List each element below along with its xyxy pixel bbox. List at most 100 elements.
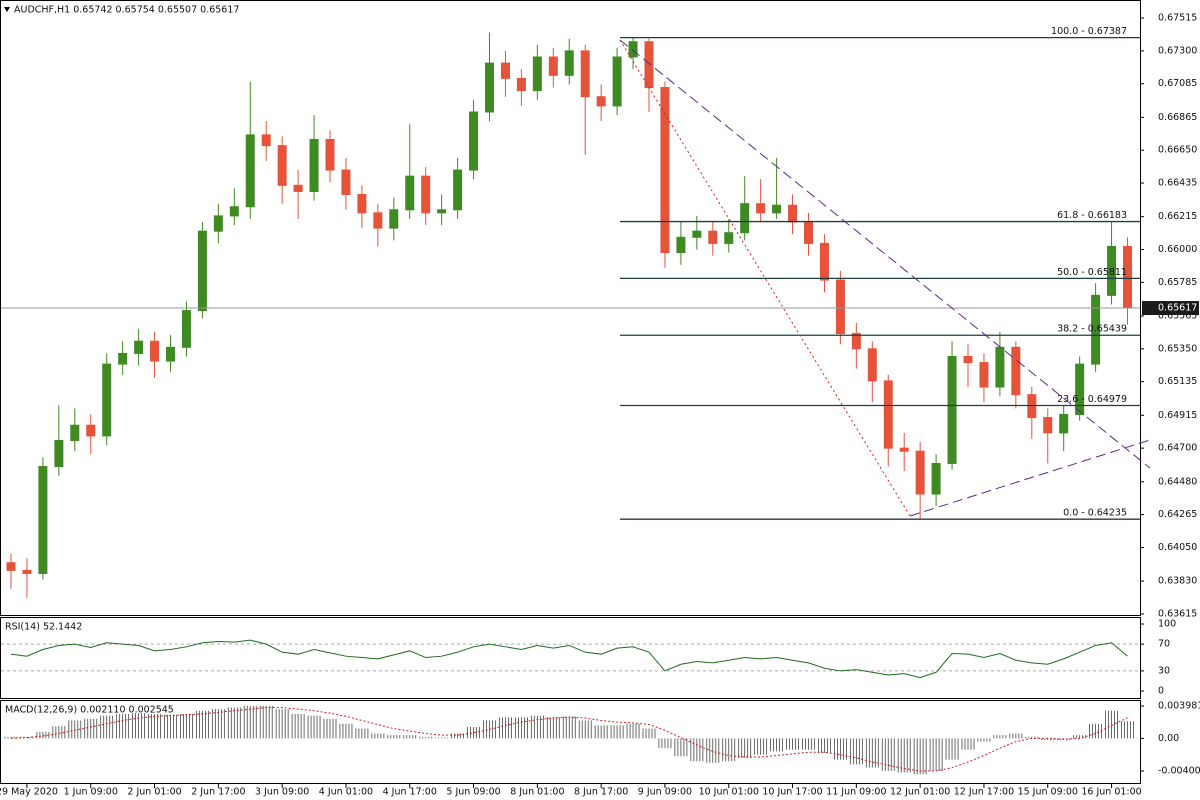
candle-body	[309, 139, 319, 192]
y-tick-label: 0.65350	[1158, 343, 1197, 354]
candle-body	[373, 212, 383, 229]
y-tick-label: 0.66865	[1158, 112, 1197, 123]
y-tick-label: 0.66650	[1158, 145, 1197, 156]
candle-body	[166, 346, 175, 362]
fib-label: 0.0 - 0.64235	[1063, 508, 1127, 519]
candle-body	[70, 424, 80, 442]
candle-body	[134, 340, 144, 354]
candle-body	[819, 242, 829, 281]
x-tick-label: 12 Jun 01:00	[890, 787, 950, 798]
candle-body	[548, 56, 558, 76]
candle-body	[229, 206, 239, 217]
candle-body	[835, 279, 845, 335]
x-tick-label: 4 Jun 01:00	[319, 787, 373, 798]
candle-body	[756, 203, 766, 214]
candle-body	[915, 450, 925, 495]
candle-body	[788, 204, 798, 223]
x-tick-label: 4 Jun 17:00	[383, 787, 437, 798]
candle-body	[102, 363, 112, 437]
x-tick-label: 10 Jun 01:00	[699, 787, 759, 798]
candle-body	[676, 236, 686, 254]
candle-body	[899, 447, 909, 452]
trendline	[909, 439, 1151, 517]
fib-label: 23.6 - 0.64979	[1057, 394, 1127, 405]
x-tick-label: 8 Jun 17:00	[574, 787, 628, 798]
y-tick-label: 0.00	[1158, 733, 1179, 744]
candle-body	[947, 355, 957, 464]
x-tick-label: 29 May 2020	[0, 787, 58, 798]
y-tick-label: 100	[1158, 619, 1176, 630]
candle-body	[979, 362, 989, 388]
candle-body	[612, 56, 622, 107]
y-tick-label: 0.67515	[1158, 13, 1197, 24]
candle-body	[660, 87, 670, 254]
y-tick-label: 0.003981	[1158, 700, 1200, 711]
candle-body	[197, 230, 207, 312]
candle-body	[325, 139, 335, 171]
candle-body	[708, 230, 718, 244]
menu-arrow	[4, 7, 10, 12]
x-tick-label: 11 Jun 09:00	[826, 787, 886, 798]
x-tick-label: 8 Jun 01:00	[510, 787, 564, 798]
candle-body	[341, 169, 351, 196]
candle-body	[213, 215, 223, 232]
candle-body	[1043, 417, 1053, 434]
candle-body	[118, 352, 128, 365]
x-tick-label: 2 Jun 17:00	[191, 787, 245, 798]
candle-body	[564, 50, 574, 76]
candle-body	[724, 232, 734, 244]
candle-body	[22, 569, 32, 574]
x-tick-label: 2 Jun 01:00	[127, 787, 181, 798]
fib-label: 61.8 - 0.66183	[1057, 210, 1127, 221]
y-tick-label: 0	[1158, 686, 1164, 697]
marks: 0.67515 0.67300 0.67085 0.66865 0.66650 0.664…	[0, 13, 1200, 798]
y-tick-label: 0.63830	[1158, 576, 1197, 587]
candle-body	[1091, 294, 1101, 365]
last-price-label: 0.65617	[1158, 303, 1197, 314]
candle-body	[883, 380, 893, 449]
x-tick-label: 9 Jun 09:00	[638, 787, 692, 798]
y-tick-label: 0.64700	[1158, 443, 1197, 454]
candle-body	[389, 209, 399, 229]
candle-body	[995, 346, 1005, 388]
candle-body	[500, 62, 510, 79]
trendline	[619, 39, 1151, 469]
y-tick-label: 0.67085	[1158, 78, 1197, 89]
y-tick-label: 0.66215	[1158, 211, 1197, 222]
candle-body	[1075, 363, 1085, 416]
y-tick-label: 0.64265	[1158, 509, 1197, 520]
y-tick-label: 0.65565	[1158, 310, 1197, 321]
candle-body	[181, 310, 191, 348]
y-tick-label: 0.66000	[1158, 244, 1197, 255]
y-tick-label: 30	[1158, 665, 1170, 676]
candle-body	[867, 348, 877, 382]
candle-body	[277, 145, 287, 186]
candle-body	[1011, 346, 1021, 396]
x-tick-label: 5 Jun 09:00	[446, 787, 500, 798]
candle-body	[469, 111, 479, 171]
y-tick-label: 0.65785	[1158, 277, 1197, 288]
signal-line	[10, 706, 1128, 772]
candle-body	[931, 462, 941, 495]
candle-body	[261, 134, 271, 147]
candle-body	[1059, 414, 1069, 434]
candle-body	[804, 221, 813, 244]
candle-body	[453, 169, 463, 211]
rsi-panel	[0, 617, 1141, 699]
candle-body	[1107, 245, 1117, 296]
x-tick-label: 10 Jun 17:00	[762, 787, 822, 798]
y-tick-label: 0.64050	[1158, 542, 1197, 553]
x-tick-label: 1 Jun 09:00	[64, 787, 118, 798]
main-panel	[0, 0, 1141, 616]
y-tick-label: 0.64480	[1158, 476, 1197, 487]
last-price-tag	[1142, 301, 1199, 316]
candle-body	[580, 50, 590, 98]
y-tick-label: -0.004005	[1158, 766, 1200, 777]
candle-body	[86, 424, 96, 437]
candle-body	[38, 465, 48, 574]
candle-body	[851, 333, 861, 350]
y-tick-label: 0.63615	[1158, 608, 1197, 619]
candle-body	[692, 230, 702, 238]
